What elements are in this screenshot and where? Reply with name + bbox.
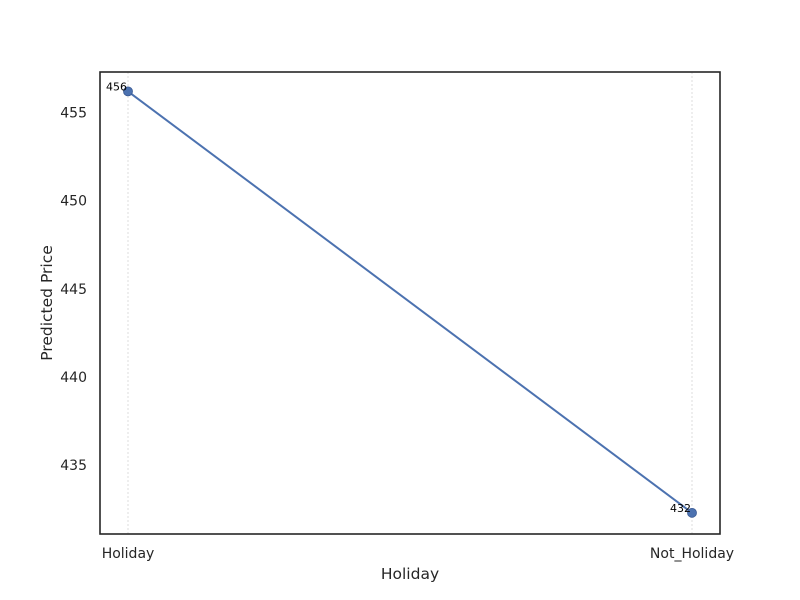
data-point: [687, 507, 697, 518]
data-label: 432: [670, 502, 691, 515]
series-layer: 456 432: [106, 80, 697, 518]
y-tick-label: 445: [60, 282, 87, 298]
axes-frame: [99, 71, 721, 535]
axes-frame-layer: [99, 71, 721, 535]
x-tick-label: Not_Holiday: [650, 546, 734, 562]
grid-layer: [127, 72, 693, 534]
y-tick-label: 440: [60, 370, 87, 386]
x-tick-label: Holiday: [102, 546, 155, 562]
series-line: [127, 90, 693, 514]
tick-layer: Holiday Not_Holiday 435 440 445 450 455: [60, 106, 734, 562]
x-axis-label: Holiday: [381, 565, 439, 583]
y-axis-label: Predicted Price: [38, 245, 56, 361]
y-tick-label: 450: [60, 194, 87, 210]
data-point: [123, 86, 133, 97]
y-tick-label: 435: [60, 458, 87, 474]
y-tick-label: 455: [60, 106, 87, 122]
data-label: 456: [106, 80, 127, 93]
